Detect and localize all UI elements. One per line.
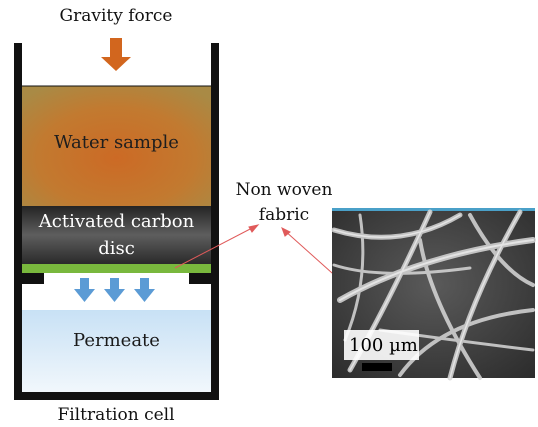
permeate-layer [22, 310, 211, 392]
cell-walls [14, 43, 219, 400]
gravity-arrow-icon [101, 38, 131, 71]
scale-bar [362, 363, 392, 371]
non-woven-fabric-label: Non woven fabric [235, 180, 333, 225]
fabric-strip [22, 264, 211, 273]
water-sample-label: Water sample [54, 132, 179, 153]
filtration-cell-caption: Filtration cell [57, 405, 175, 425]
permeate-label: Permeate [73, 330, 160, 351]
water-sample-layer [22, 86, 211, 206]
flow-arrow-icon [74, 278, 155, 302]
scale-label-box [344, 330, 419, 360]
scale-bar-label: 100 µm [349, 335, 418, 356]
carbon-disc-label: Activated carbon disc [38, 211, 195, 259]
support-right [189, 273, 211, 284]
support-left [22, 273, 44, 284]
gravity-force-title: Gravity force [59, 6, 173, 26]
sem-micrograph [331, 208, 536, 381]
carbon-disc-layer [22, 206, 211, 264]
